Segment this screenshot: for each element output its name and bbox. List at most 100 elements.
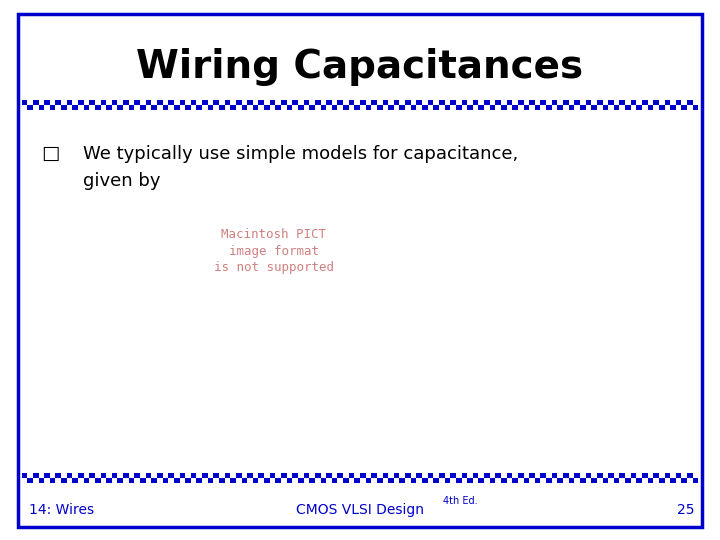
Bar (535, 105, 541, 110)
Bar (681, 478, 687, 483)
Bar (61, 105, 67, 110)
Bar (513, 478, 518, 483)
Bar (608, 473, 613, 478)
Bar (179, 478, 185, 483)
Bar (197, 100, 202, 105)
Bar (292, 105, 298, 110)
Bar (264, 473, 270, 478)
Bar (163, 105, 168, 110)
Bar (535, 478, 541, 483)
Bar (163, 473, 168, 478)
Bar (242, 473, 247, 478)
Bar (61, 100, 67, 105)
Bar (264, 105, 270, 110)
Bar (501, 100, 507, 105)
Bar (44, 473, 50, 478)
Bar (484, 473, 490, 478)
Bar (410, 100, 416, 105)
Bar (304, 100, 310, 105)
Bar (338, 100, 343, 105)
Bar (236, 478, 242, 483)
Bar (467, 105, 473, 110)
Bar (676, 473, 681, 478)
Bar (501, 473, 507, 478)
Bar (264, 100, 270, 105)
Bar (213, 478, 219, 483)
Bar (613, 100, 619, 105)
Bar (101, 105, 107, 110)
Bar (444, 105, 450, 110)
Bar (67, 105, 72, 110)
Bar (394, 105, 400, 110)
Bar (78, 478, 84, 483)
Bar (275, 100, 281, 105)
Bar (428, 478, 433, 483)
Bar (61, 478, 67, 483)
Bar (529, 473, 535, 478)
Bar (191, 478, 197, 483)
Bar (467, 478, 473, 483)
Bar (219, 473, 225, 478)
Bar (377, 473, 382, 478)
Bar (462, 478, 467, 483)
Bar (270, 473, 275, 478)
Bar (287, 100, 292, 105)
Bar (315, 473, 320, 478)
Bar (523, 100, 529, 105)
Bar (135, 100, 140, 105)
Bar (659, 473, 665, 478)
Bar (343, 100, 348, 105)
Bar (575, 105, 580, 110)
Bar (185, 100, 191, 105)
Bar (495, 473, 501, 478)
Bar (157, 478, 163, 483)
Bar (462, 105, 467, 110)
Bar (478, 473, 484, 478)
Bar (253, 105, 258, 110)
Bar (298, 105, 304, 110)
Bar (258, 100, 264, 105)
Bar (433, 478, 439, 483)
Bar (603, 105, 608, 110)
Bar (513, 105, 518, 110)
Bar (140, 478, 145, 483)
Bar (213, 100, 219, 105)
Bar (557, 478, 563, 483)
Bar (591, 100, 597, 105)
Bar (168, 473, 174, 478)
Bar (157, 473, 163, 478)
Bar (304, 473, 310, 478)
Bar (653, 100, 659, 105)
Bar (281, 105, 287, 110)
Bar (366, 478, 372, 483)
Bar (507, 100, 513, 105)
Bar (394, 478, 400, 483)
Text: CMOS VLSI Design: CMOS VLSI Design (296, 503, 424, 517)
Bar (467, 473, 473, 478)
Bar (388, 100, 394, 105)
Bar (202, 105, 207, 110)
Bar (665, 100, 670, 105)
Bar (665, 473, 670, 478)
Bar (422, 473, 428, 478)
Bar (529, 100, 535, 105)
Bar (416, 100, 422, 105)
Bar (462, 473, 467, 478)
Bar (67, 100, 72, 105)
Bar (382, 105, 388, 110)
Bar (354, 473, 360, 478)
Bar (388, 478, 394, 483)
Bar (219, 100, 225, 105)
Bar (597, 100, 603, 105)
Bar (89, 105, 95, 110)
Bar (653, 478, 659, 483)
Bar (400, 478, 405, 483)
Bar (546, 473, 552, 478)
Text: 4th Ed.: 4th Ed. (443, 496, 477, 505)
Bar (287, 473, 292, 478)
Bar (619, 478, 625, 483)
Bar (163, 100, 168, 105)
Bar (416, 473, 422, 478)
Bar (258, 105, 264, 110)
Bar (145, 105, 151, 110)
